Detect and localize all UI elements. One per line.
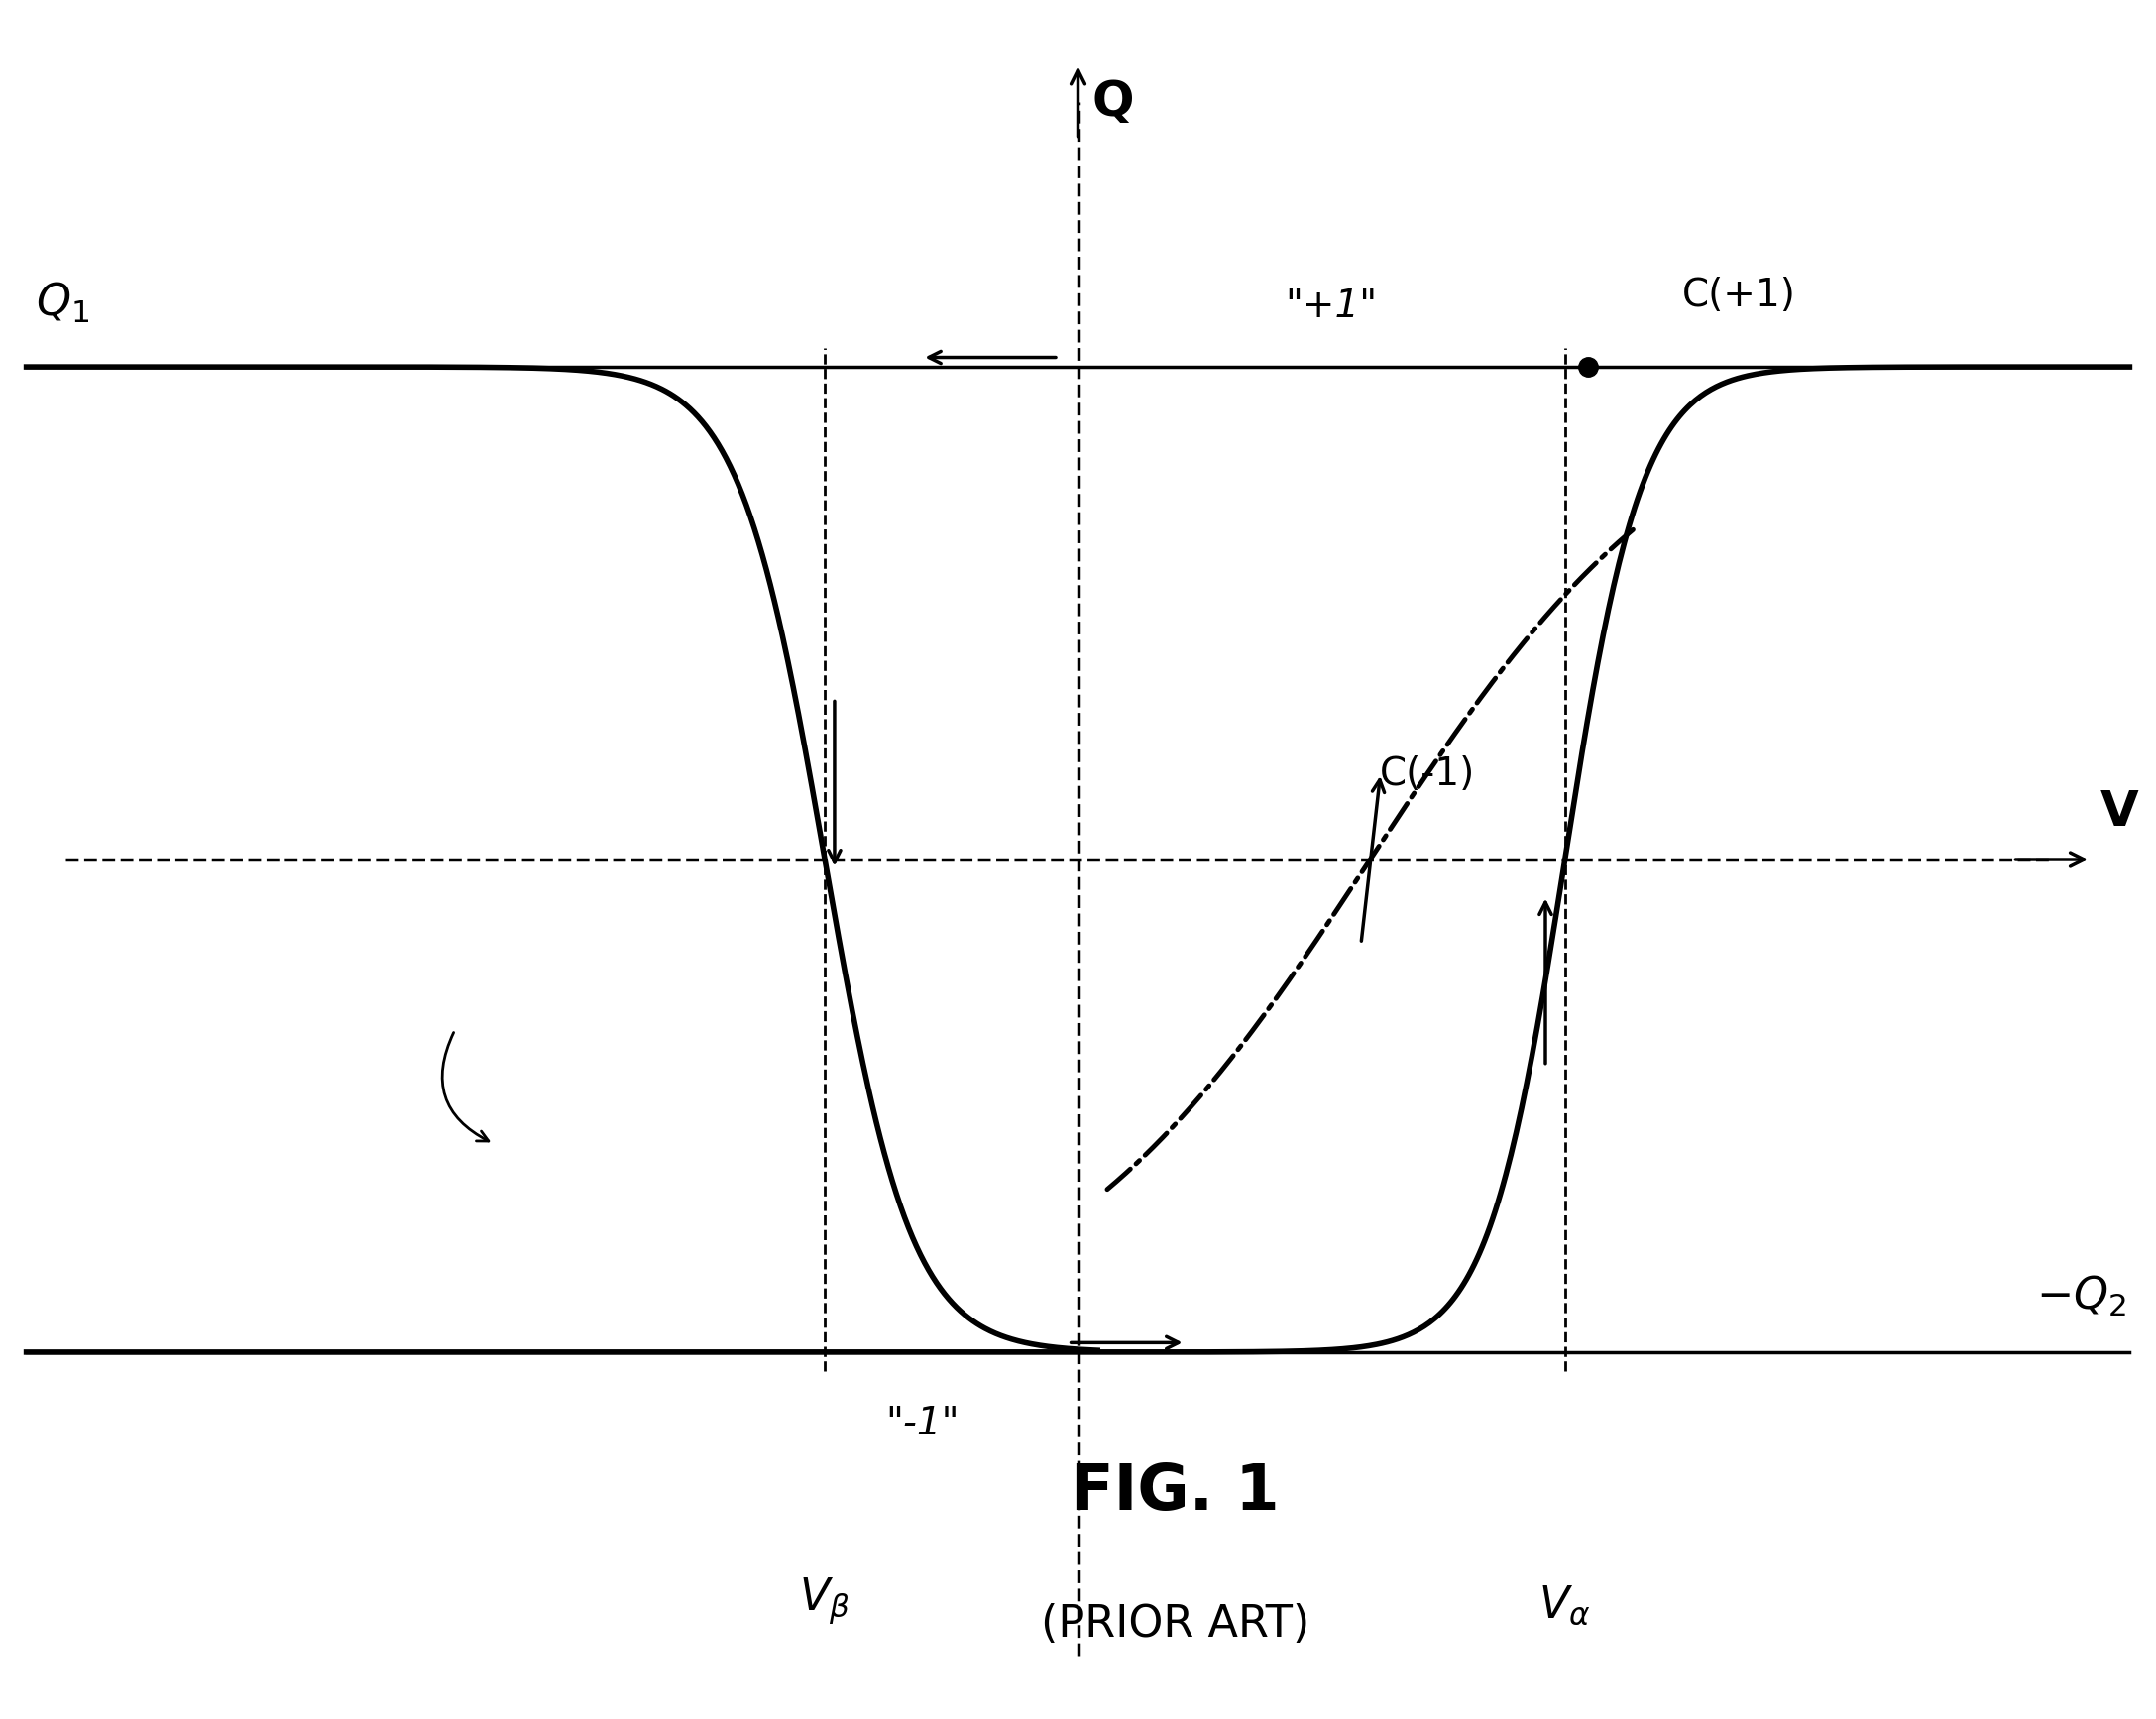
Text: FIG. 1: FIG. 1 [1072, 1461, 1281, 1523]
Text: $V_{\alpha}$: $V_{\alpha}$ [1539, 1583, 1591, 1626]
Text: Q: Q [1091, 77, 1134, 125]
Text: "-1": "-1" [886, 1404, 959, 1442]
Text: V: V [2100, 789, 2139, 835]
Text: (PRIOR ART): (PRIOR ART) [1041, 1604, 1311, 1645]
Text: "+1": "+1" [1285, 287, 1378, 325]
Text: C(+1): C(+1) [1682, 277, 1796, 315]
Text: $Q_1$: $Q_1$ [37, 280, 91, 325]
Text: $V_{\beta}$: $V_{\beta}$ [800, 1575, 849, 1626]
Text: C(-1): C(-1) [1380, 756, 1475, 792]
Text: $-Q_2$: $-Q_2$ [2035, 1274, 2126, 1318]
